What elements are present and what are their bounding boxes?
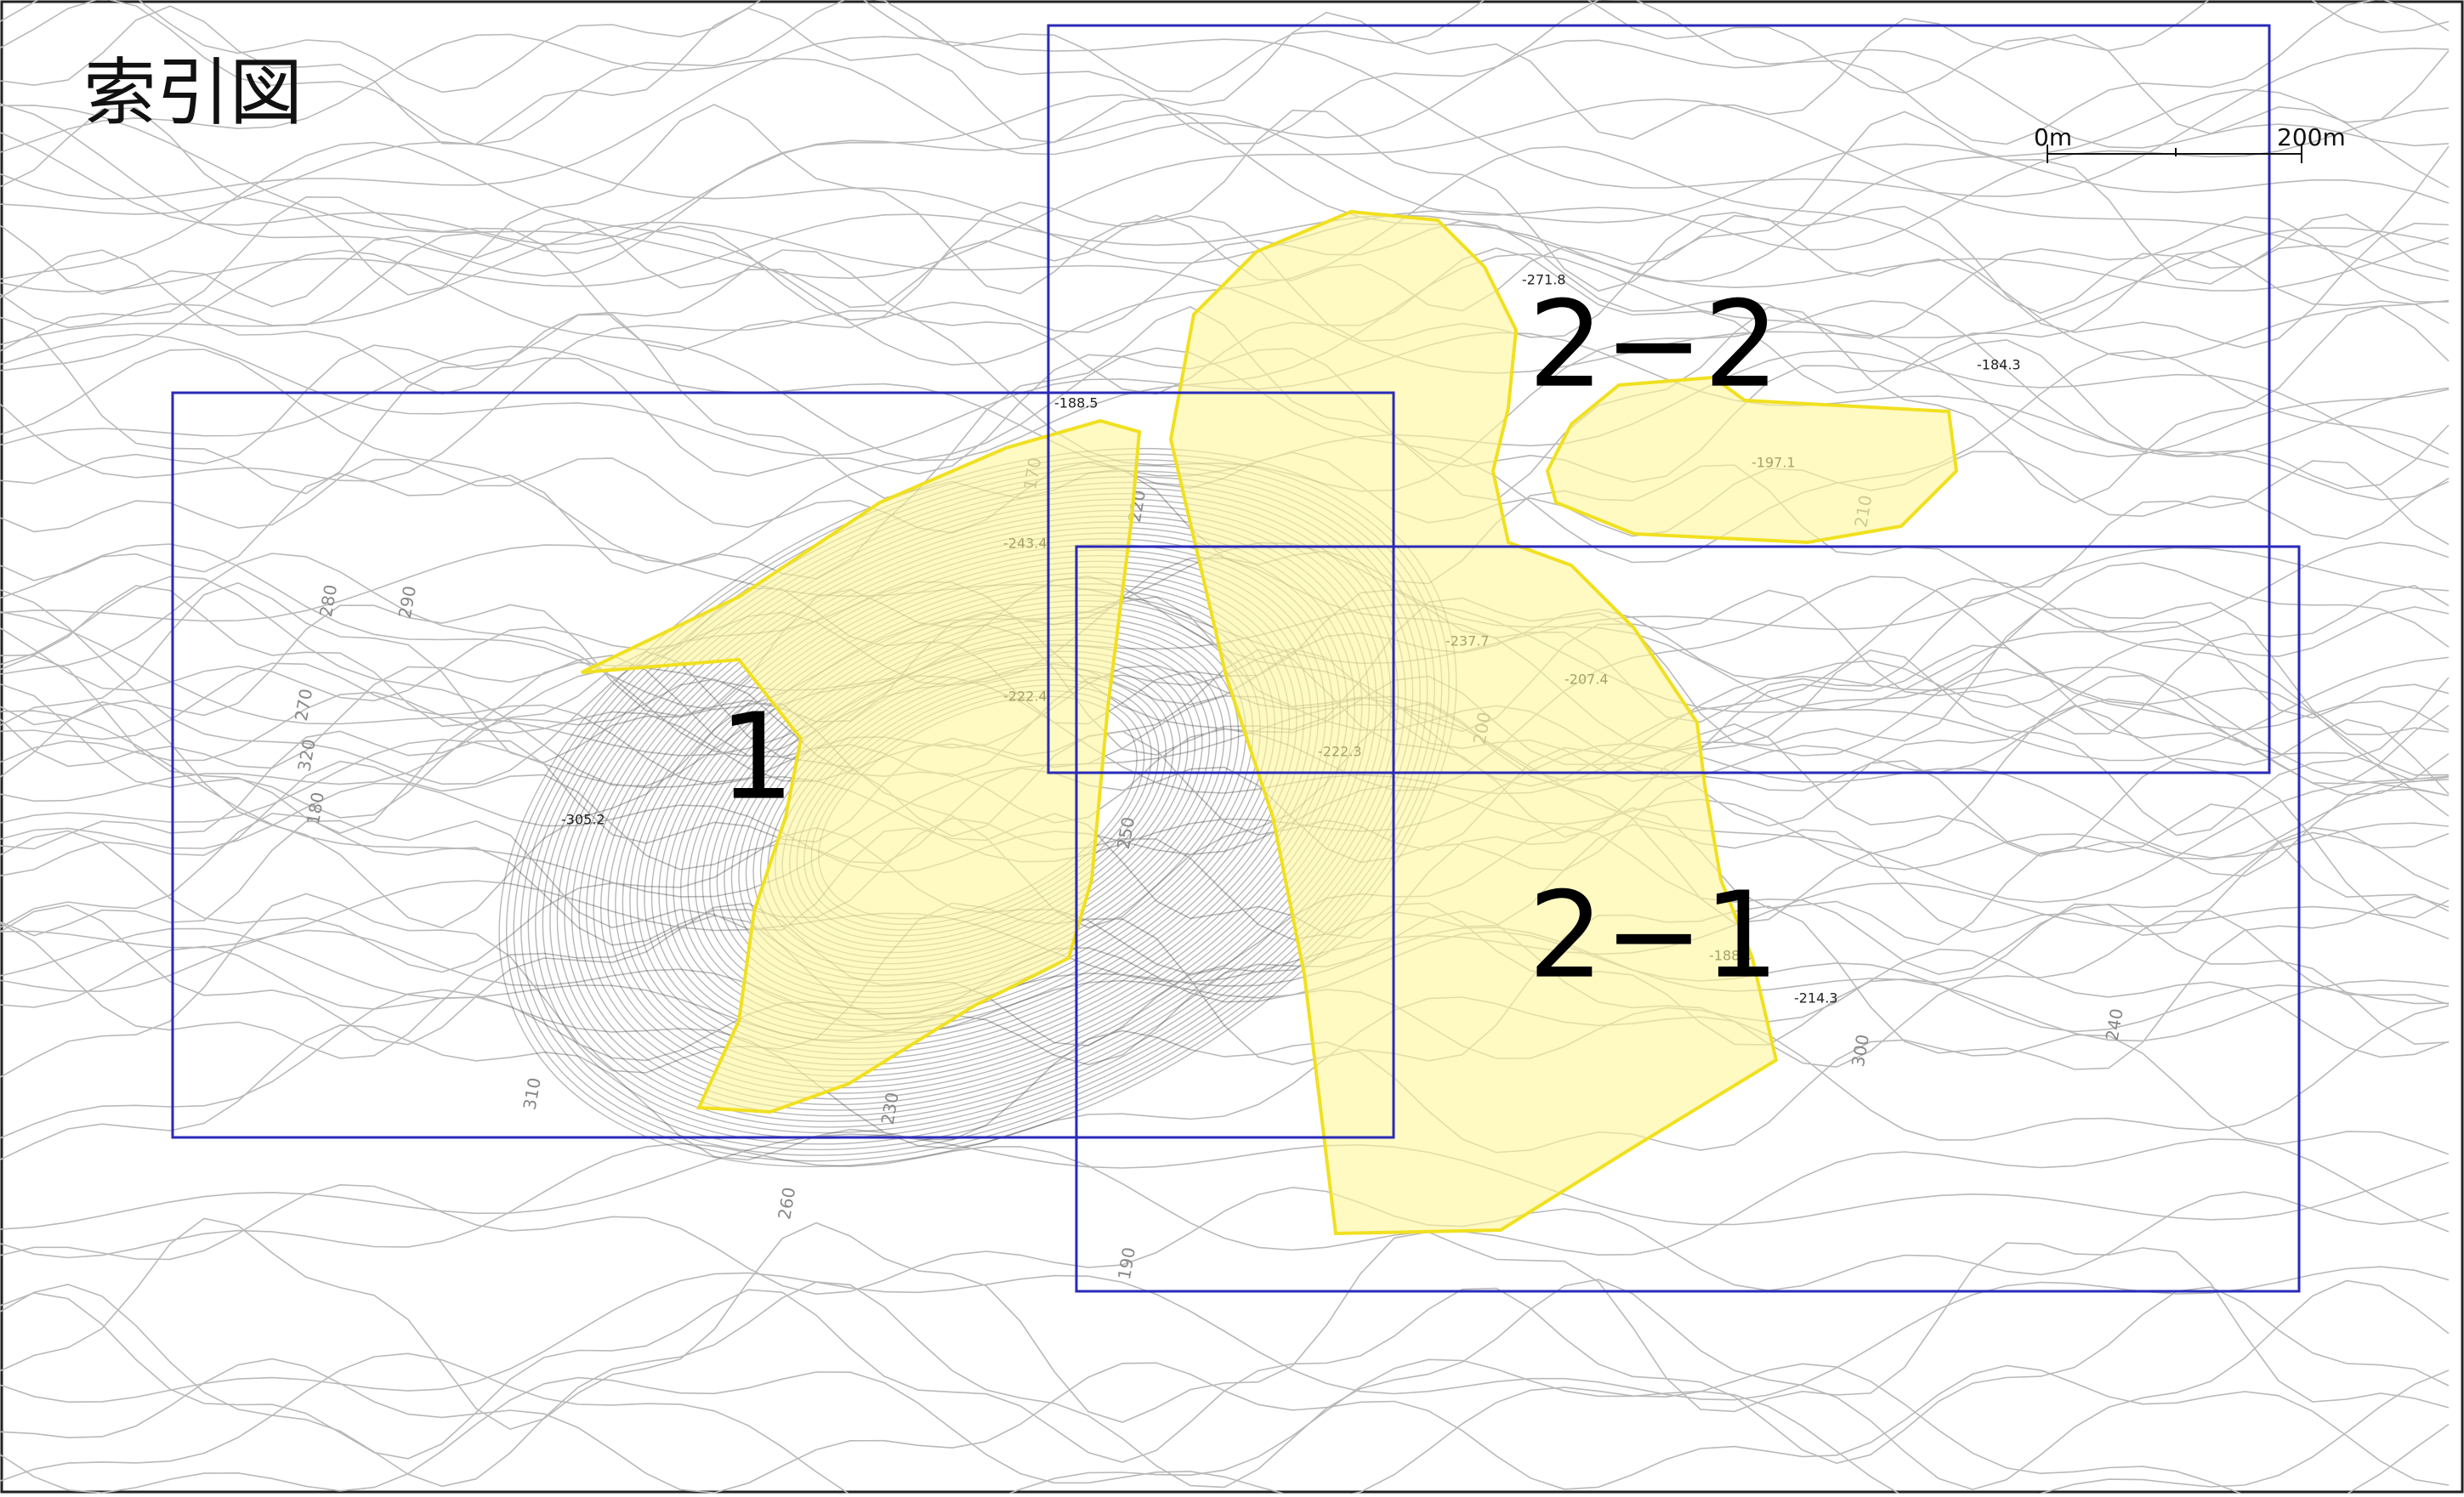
- sheet-label: 1: [718, 689, 794, 827]
- sheet-label: 2−1: [1528, 867, 1779, 1006]
- zone-2-2: [1545, 375, 1959, 545]
- contour-line: [0, 1217, 2450, 1431]
- contour-line: [0, 0, 2450, 94]
- contour-line: [0, 945, 2450, 1062]
- zone-2: [1168, 209, 1779, 1236]
- scale-bar: 0m 200m: [2034, 123, 2346, 163]
- sheet-label: 2−2: [1528, 276, 1779, 415]
- contour-line: [0, 33, 2450, 156]
- spot-height: -214.3: [1794, 990, 1838, 1007]
- contour-line: [0, 989, 2450, 1149]
- contour-line: [0, 606, 2450, 708]
- contour-line: [0, 902, 2450, 1046]
- contour-line: [0, 36, 2450, 200]
- contour-line: [0, 104, 2450, 296]
- contour-line: [0, 662, 2450, 786]
- contour-line: [0, 213, 2450, 315]
- contour-line: [0, 5, 2450, 145]
- sheet-1-frame: [171, 391, 1395, 1139]
- contour-line: [0, 700, 2450, 929]
- contour-line: [0, 1133, 2450, 1230]
- spot-height: -188.5: [1054, 395, 1099, 411]
- contour-line: [0, 141, 2450, 264]
- contour-line: [0, 803, 2450, 945]
- contour-line: [0, 581, 2450, 763]
- contour-line: [0, 813, 2450, 946]
- contour-line: [0, 927, 2450, 1042]
- contour-line: [0, 893, 2450, 1078]
- contour-labels: 2902802702602502402302202102001901801703…: [291, 272, 2127, 1282]
- contour-line: [0, 880, 2450, 984]
- contour-line: [0, 213, 2450, 293]
- spot-height: -184.3: [1977, 357, 2021, 373]
- contour-line: [0, 0, 2450, 146]
- contour-line: [0, 1138, 2450, 1259]
- contour-line: [0, 674, 2450, 827]
- contour-line: [0, 825, 2450, 975]
- contour-line: [0, 910, 2450, 1069]
- contour-line: [0, 196, 2450, 352]
- contour-line: [0, 107, 2450, 251]
- scale-end: 200m: [2277, 123, 2346, 151]
- contour-line: [0, 1266, 2450, 1403]
- sheet-2-2-frame: [1047, 24, 2271, 774]
- contour-line: [0, 703, 2450, 904]
- contour-line: [0, 1286, 2450, 1465]
- contour-line: [0, 718, 2450, 858]
- contour-line: [0, 1024, 2450, 1161]
- map-title: 索引図: [83, 50, 303, 135]
- sheet-2-1-frame: [1075, 545, 2301, 1293]
- zone-1: [581, 418, 1142, 1114]
- contour-line: [0, 1183, 2450, 1296]
- spot-height: -271.8: [1522, 272, 1566, 288]
- contour-line: [0, 216, 2450, 339]
- contour-line: [0, 1363, 2450, 1497]
- contour-line: [0, 929, 2450, 1034]
- contour-line: [0, 88, 2450, 282]
- spot-height: -305.2: [561, 812, 605, 828]
- contour-line: [0, 98, 2450, 281]
- scale-start: 0m: [2034, 123, 2072, 151]
- contour-line: [0, 738, 2450, 863]
